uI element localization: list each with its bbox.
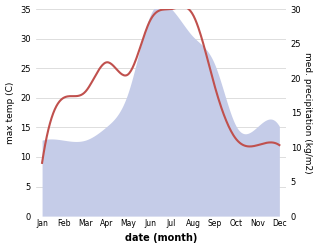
X-axis label: date (month): date (month) (125, 234, 197, 244)
Y-axis label: max temp (C): max temp (C) (5, 81, 15, 144)
Y-axis label: med. precipitation (kg/m2): med. precipitation (kg/m2) (303, 52, 313, 173)
